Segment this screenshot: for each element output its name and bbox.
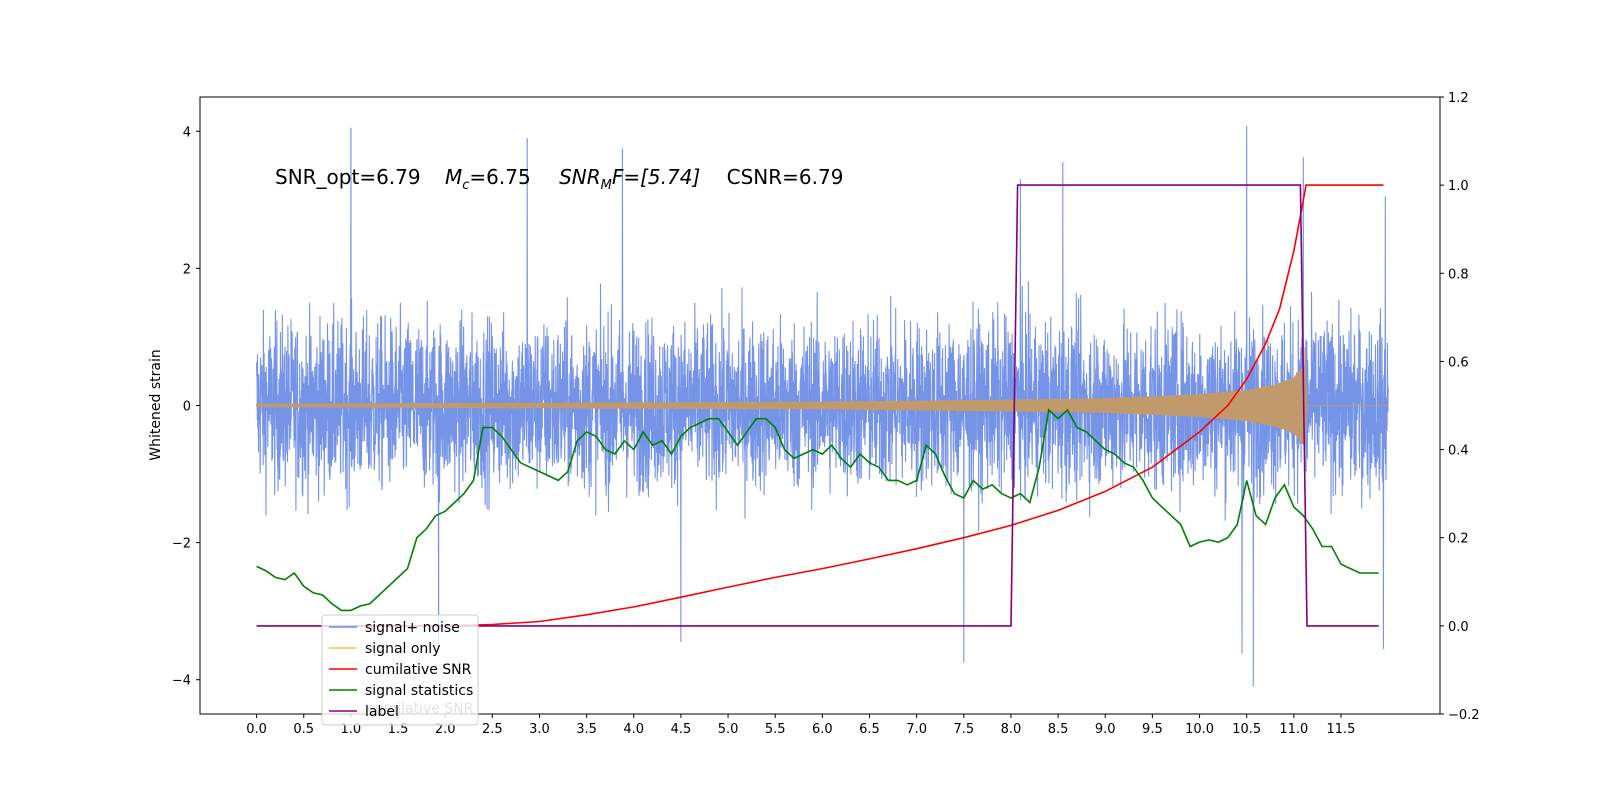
x-tick-label: 8.0: [1001, 722, 1022, 737]
x-tick-label: 7.0: [906, 722, 927, 737]
x-tick-label: 3.0: [529, 722, 550, 737]
x-tick-label: 5.5: [765, 722, 786, 737]
legend-entry: signal statistics: [365, 683, 473, 699]
y-right-tick-label: 0.2: [1448, 532, 1469, 547]
series-signal-statistics: [256, 408, 1379, 612]
legend-entry: signal only: [365, 641, 440, 657]
axis-ticks: 0.0 0.5 1.0 1.5 2.0 2.5 3.0 3.5 4.0 4.5 5.0 5.5 6.0 6…: [172, 91, 1480, 737]
series-cumulative-snr: [350, 184, 1384, 627]
plot-area: [256, 125, 1389, 687]
y-right-tick-label: 0.6: [1448, 355, 1469, 370]
x-tick-label: 6.5: [859, 722, 880, 737]
x-tick-label: 11.0: [1279, 722, 1308, 737]
x-tick-label: 6.0: [812, 722, 833, 737]
legend-entry: signal+ noise: [365, 620, 460, 636]
annotation-mf-symbol: SNR: [559, 165, 601, 189]
y-left-tick-label: 0: [183, 400, 191, 415]
annotation-csnr: CSNR=6.79: [727, 165, 844, 189]
x-tick-label: 0.5: [293, 722, 314, 737]
x-tick-label: 1.0: [341, 722, 362, 737]
x-tick-label: 3.5: [576, 722, 597, 737]
y-right-tick-label: 1.2: [1448, 91, 1469, 106]
y-left-tick-label: −4: [172, 674, 191, 689]
annotation-mf-subscript: M: [601, 178, 612, 193]
series-signal-only: [256, 363, 1389, 448]
x-tick-label: 2.0: [435, 722, 456, 737]
x-tick-label: 11.5: [1327, 722, 1356, 737]
annotation-snr-opt: SNR_opt=6.79: [275, 165, 421, 189]
y-right-tick-label: −0.2: [1448, 708, 1480, 723]
annotation-mc-value: =6.75: [469, 165, 530, 189]
series-label: [256, 184, 1379, 627]
series-signal-noise: [256, 125, 1389, 687]
annotation: SNR_opt=6.79 Mc=6.75 SNRMF=[5.74] CSNR=6…: [275, 165, 843, 193]
x-tick-label: 5.0: [718, 722, 739, 737]
y-left-tick-label: −2: [172, 537, 191, 552]
x-tick-label: 10.5: [1232, 722, 1261, 737]
x-tick-label: 8.5: [1048, 722, 1069, 737]
x-tick-label: 1.5: [388, 722, 409, 737]
annotation-mf-value: F=[5.74]: [612, 165, 700, 189]
x-tick-label: 2.5: [482, 722, 503, 737]
legend-box: [321, 614, 479, 726]
x-tick-label: 10.0: [1185, 722, 1214, 737]
x-tick-label: 9.5: [1142, 722, 1163, 737]
x-tick-label: 4.0: [623, 722, 644, 737]
annotation-mc-symbol: M: [445, 165, 462, 189]
x-tick-label: 0.0: [246, 722, 267, 737]
x-tick-label: 9.0: [1095, 722, 1116, 737]
x-tick-label: 7.5: [953, 722, 974, 737]
y-right-tick-label: 0.4: [1448, 444, 1469, 459]
legend-entry: label: [365, 704, 399, 720]
y-right-tick-label: 0.0: [1448, 620, 1469, 635]
y-right-tick-label: 1.0: [1448, 179, 1469, 194]
legend-entry: cumilative SNR: [365, 662, 472, 678]
annotation-mc-subscript: c: [462, 178, 469, 193]
x-tick-label: 4.5: [671, 722, 692, 737]
y-right-tick-label: 0.8: [1448, 267, 1469, 282]
y-left-tick-label: 4: [183, 125, 191, 140]
y-axis-label: Whitened strain: [148, 349, 164, 460]
y-left-tick-label: 2: [183, 262, 191, 277]
